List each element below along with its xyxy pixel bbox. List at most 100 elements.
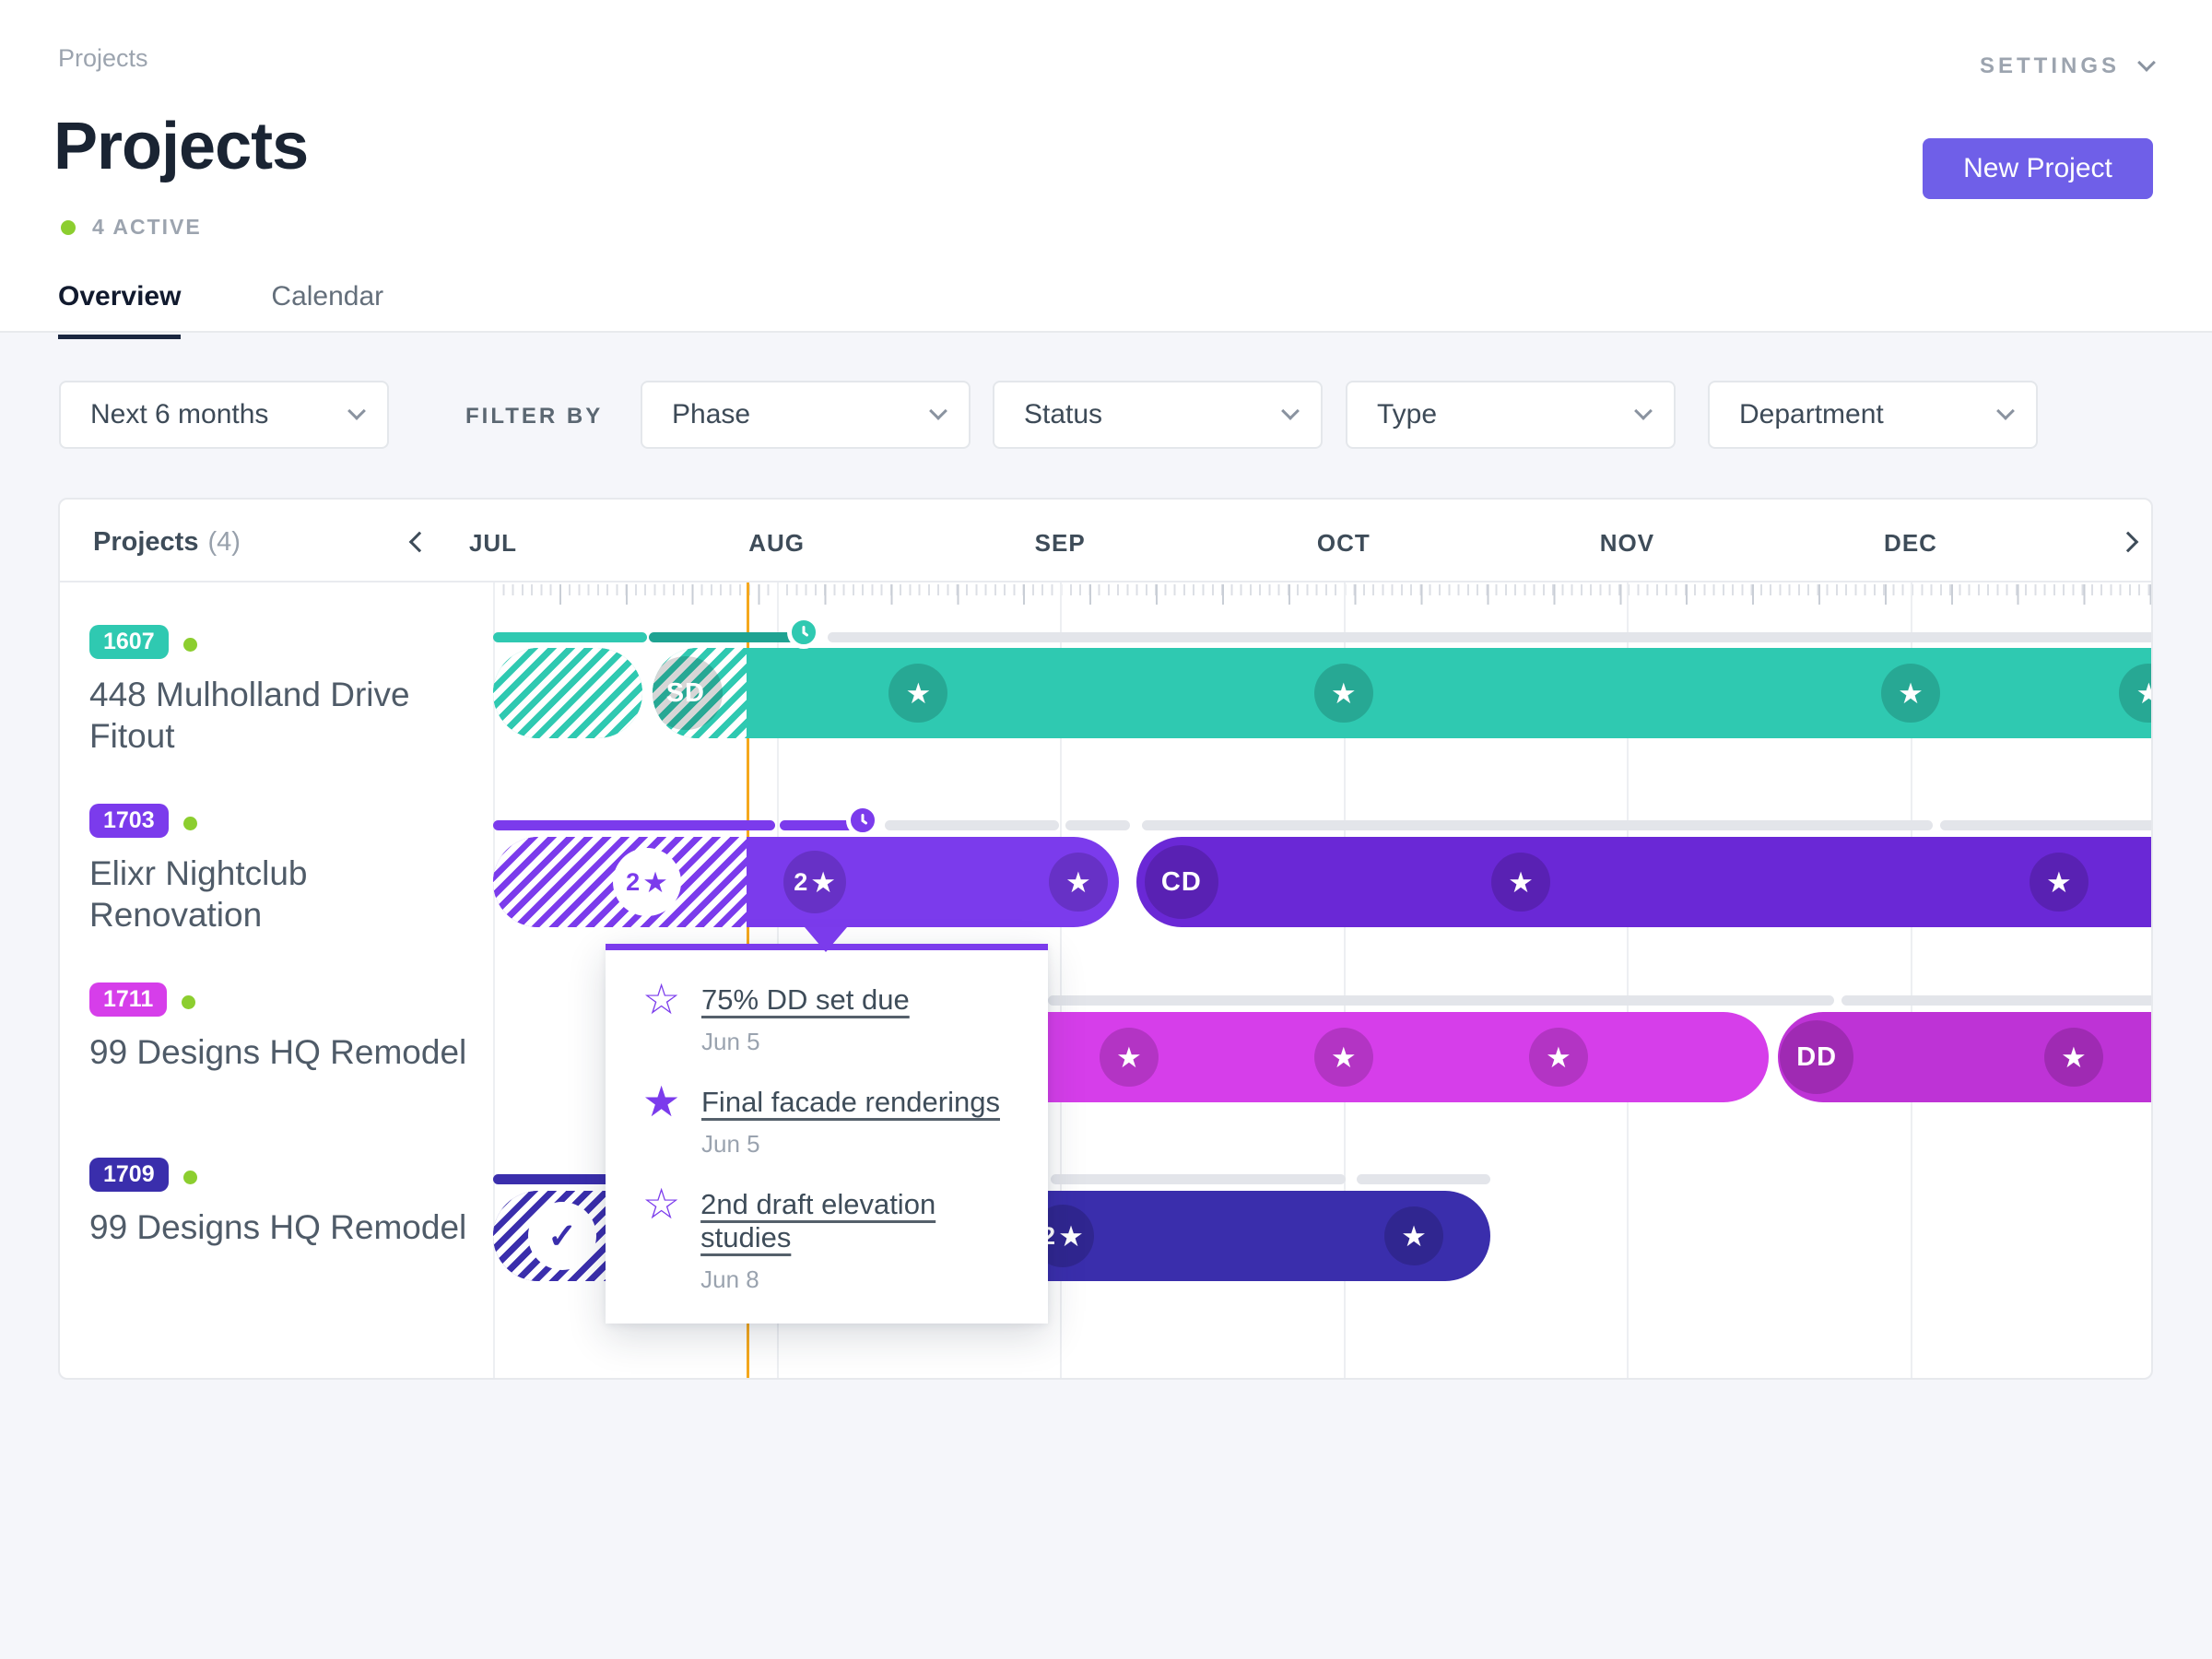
month-gridline (1343, 582, 1346, 1378)
milestone-item[interactable]: ☆ 2nd draft elevation studies Jun 8 (642, 1182, 1030, 1294)
phase-marker[interactable]: SD (652, 656, 723, 730)
progress-track (1356, 1174, 1491, 1184)
month-label: DEC (1884, 529, 1937, 557)
deadline-clock-icon[interactable] (787, 616, 821, 649)
milestone-star-marker[interactable]: ★ (1384, 1206, 1444, 1265)
chevron-down-icon (1996, 402, 2015, 420)
tab-bar: Overview Calendar (58, 281, 383, 339)
project-active-dot-icon (182, 1171, 197, 1185)
gantt-header: Projects (4) JUL AUG SEP OCT NOV DEC (60, 500, 2151, 582)
chevron-down-icon (1634, 402, 1653, 420)
month-label: AUG (748, 529, 805, 557)
settings-label: SETTINGS (1979, 53, 2120, 78)
phase-marker[interactable]: CD (1144, 845, 1218, 919)
deadline-clock-icon[interactable] (846, 804, 880, 837)
chevron-down-icon (347, 402, 366, 420)
breadcrumb[interactable]: Projects (58, 44, 148, 72)
project-active-dot-icon (182, 638, 197, 653)
popup-pointer-icon (805, 927, 847, 952)
milestone-link[interactable]: 2nd draft elevation studies (700, 1188, 936, 1253)
month-label: SEP (1034, 529, 1086, 557)
filter-phase[interactable]: Phase (641, 381, 971, 449)
chevron-down-icon (929, 402, 947, 420)
completed-check-marker[interactable]: ✓ (528, 1202, 597, 1270)
project-label: 1709 99 Designs HQ Remodel (89, 1158, 477, 1248)
project-label: 1607 448 Mulholland Drive Fitout (89, 625, 477, 757)
timeline-ruler (493, 584, 2151, 606)
filter-status[interactable]: Status (993, 381, 1323, 449)
star-filled-icon: ★ (642, 1077, 681, 1125)
progress-track (1065, 820, 1130, 830)
filter-type[interactable]: Type (1346, 381, 1676, 449)
range-select-value: Next 6 months (90, 399, 269, 429)
project-id-badge[interactable]: 1709 (89, 1158, 169, 1192)
project-bar[interactable]: DD ★ (1778, 1012, 2151, 1102)
chevron-down-icon (1281, 402, 1300, 420)
milestone-count-marker[interactable]: 2 ★ (613, 848, 682, 916)
project-bar[interactable]: SD ★ ★ ★ ★ (652, 648, 2151, 738)
milestone-star-marker[interactable]: ★ (1048, 853, 1108, 912)
milestone-star-marker[interactable]: ★ (1313, 664, 1373, 723)
month-gridline (1911, 582, 1912, 1378)
month-gridline (1060, 582, 1063, 1378)
project-bar[interactable]: 2 ★ 2 ★ ★ (493, 837, 1119, 927)
project-name[interactable]: 448 Mulholland Drive Fitout (89, 676, 410, 755)
milestone-item[interactable]: ★ Final facade renderings Jun 5 (642, 1080, 1030, 1159)
progress-track (827, 632, 2151, 642)
milestone-star-marker[interactable]: ★ (1880, 664, 1940, 723)
active-status: 4 ACTIVE (61, 215, 202, 240)
project-bar[interactable] (493, 648, 643, 738)
milestone-star-marker[interactable]: ★ (1099, 1028, 1159, 1087)
milestone-star-marker[interactable]: ★ (2119, 664, 2151, 723)
project-id-badge[interactable]: 1711 (89, 982, 168, 1017)
month-gridline (493, 582, 495, 1378)
milestone-star-marker[interactable]: ★ (888, 664, 948, 723)
gantt-card: Projects (4) JUL AUG SEP OCT NOV DEC 1607 448 M… (58, 498, 2153, 1380)
progress-fill (493, 1174, 611, 1184)
milestone-item[interactable]: ☆ 75% DD set due Jun 5 (642, 978, 1030, 1056)
settings-menu[interactable]: SETTINGS (1979, 53, 2156, 79)
progress-track (1939, 820, 2151, 830)
filter-by-label: FILTER BY (465, 404, 604, 429)
project-id-badge[interactable]: 1703 (89, 804, 169, 838)
range-select[interactable]: Next 6 months (59, 381, 389, 449)
star-outline-icon: ☆ (642, 1180, 681, 1228)
month-label: OCT (1316, 529, 1371, 557)
timeline-prev-icon[interactable] (408, 531, 430, 553)
milestone-link[interactable]: Final facade renderings (701, 1086, 1000, 1118)
active-count-label: 4 ACTIVE (92, 215, 202, 239)
tab-overview[interactable]: Overview (58, 281, 182, 339)
new-project-button[interactable]: New Project (1923, 138, 2153, 199)
milestone-link[interactable]: 75% DD set due (701, 983, 910, 1016)
milestone-date: Jun 8 (700, 1265, 759, 1293)
page-title: Projects (53, 110, 309, 183)
filter-status-value: Status (1024, 399, 1103, 429)
phase-marker[interactable]: DD (1780, 1020, 1854, 1094)
progress-track (1047, 995, 1834, 1006)
milestone-star-marker[interactable]: ★ (1528, 1028, 1588, 1087)
project-name[interactable]: Elixr Nightclub Renovation (89, 854, 308, 934)
milestone-star-marker[interactable]: ★ (2029, 853, 2088, 912)
progress-track (1051, 1174, 1346, 1184)
project-active-dot-icon (182, 817, 197, 831)
progress-track (1841, 995, 2151, 1006)
chevron-down-icon (2137, 53, 2156, 72)
project-bar[interactable]: CD ★ ★ (1135, 837, 2151, 927)
active-dot-icon (61, 219, 76, 235)
project-id-badge[interactable]: 1607 (89, 625, 169, 659)
milestone-star-marker[interactable]: ★ (1313, 1028, 1373, 1087)
tab-calendar[interactable]: Calendar (271, 281, 384, 312)
milestone-star-marker[interactable]: ★ (1491, 853, 1551, 912)
page-header: Projects SETTINGS Projects 4 ACTIVE New … (0, 0, 2212, 339)
month-gridline (1627, 582, 1630, 1378)
planned-hatch-segment (652, 648, 747, 738)
filter-phase-value: Phase (672, 399, 751, 429)
milestone-date: Jun 5 (701, 1028, 760, 1055)
filter-department[interactable]: Department (1708, 381, 2038, 449)
milestone-count-marker[interactable]: 2 ★ (783, 851, 847, 913)
project-list-title: Projects (4) (93, 527, 241, 558)
project-name[interactable]: 99 Designs HQ Remodel (89, 1033, 467, 1071)
project-name[interactable]: 99 Designs HQ Remodel (89, 1208, 467, 1246)
timeline-next-icon[interactable] (2117, 531, 2139, 553)
milestone-star-marker[interactable]: ★ (2043, 1028, 2103, 1087)
